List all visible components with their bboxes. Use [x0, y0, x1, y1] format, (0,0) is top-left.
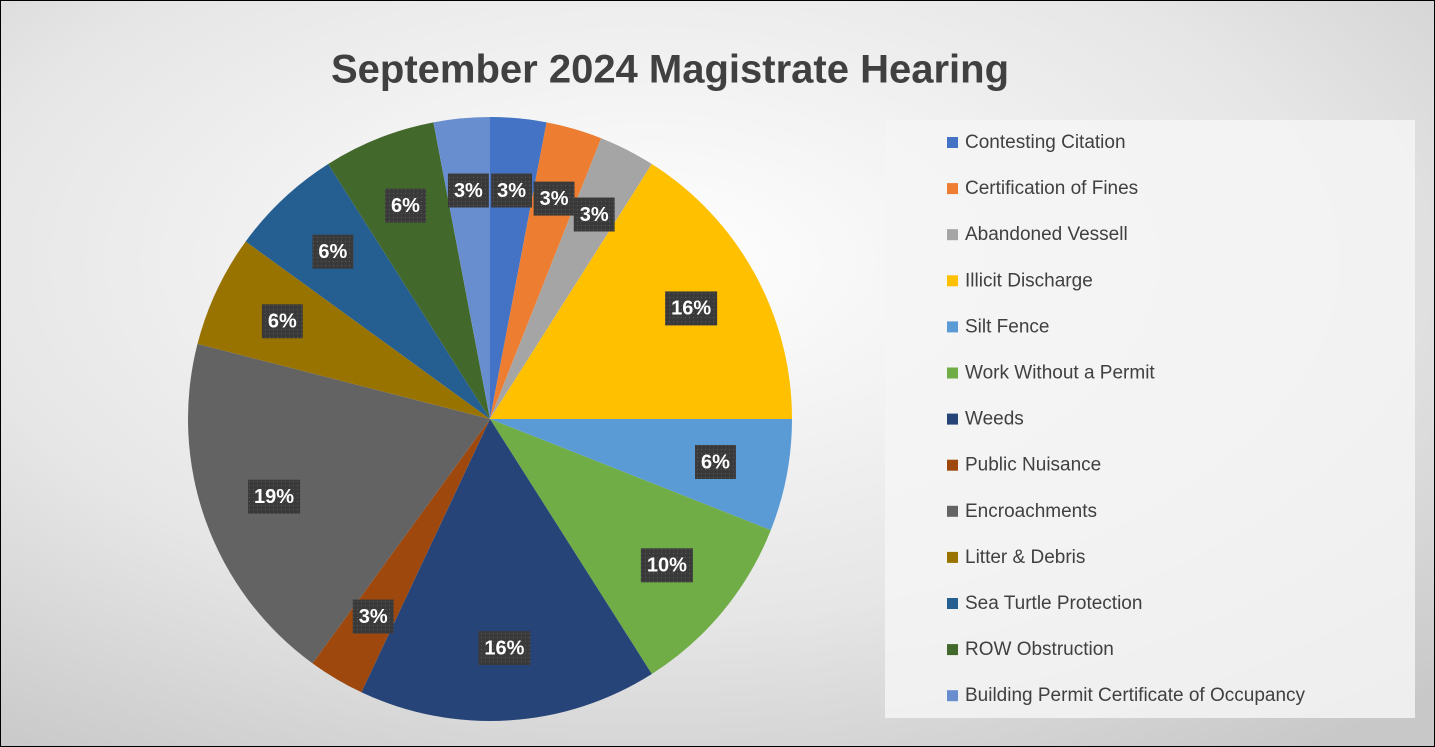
- pie-slice: [328, 122, 490, 420]
- data-label-box: [312, 234, 354, 269]
- data-label: 16%: [671, 298, 711, 320]
- legend-label: ROW Obstruction: [965, 639, 1114, 660]
- pie-slice: [245, 164, 490, 419]
- data-label: 6%: [391, 195, 420, 217]
- chart-title: September 2024 Magistrate Hearing: [331, 48, 1009, 92]
- data-label-box: [447, 173, 489, 208]
- data-label: 3%: [580, 204, 609, 226]
- legend-marker: [947, 275, 958, 287]
- data-label: 6%: [268, 311, 297, 333]
- data-label-box: [533, 181, 575, 216]
- legend-label: Certification of Fines: [965, 178, 1138, 199]
- legend-marker: [947, 644, 958, 656]
- legend-label: Litter & Debris: [965, 547, 1085, 568]
- legend-label: Abandoned Vessell: [965, 224, 1128, 245]
- legend-label: Public Nuisance: [965, 455, 1101, 476]
- data-label-box: [573, 197, 615, 232]
- legend-label: Work Without a Permit: [965, 363, 1155, 384]
- data-label: 3%: [497, 180, 526, 202]
- legend-marker: [947, 367, 958, 379]
- legend-label: Silt Fence: [965, 316, 1049, 337]
- data-label: 3%: [359, 606, 388, 628]
- data-label: 3%: [454, 180, 483, 202]
- data-label-box: [478, 631, 531, 666]
- legend-label: Weeds: [965, 409, 1024, 430]
- legend-marker: [947, 321, 958, 333]
- data-label: 19%: [254, 486, 294, 508]
- data-label: 6%: [701, 451, 730, 473]
- legend-label: Sea Turtle Protection: [965, 593, 1142, 614]
- data-label: 3%: [540, 188, 569, 210]
- data-label-box: [665, 291, 718, 326]
- legend-label: Contesting Citation: [965, 132, 1126, 153]
- data-label: 6%: [318, 241, 347, 263]
- legend-marker: [947, 505, 958, 517]
- pie-slice: [490, 164, 792, 419]
- pie-slice: [490, 419, 771, 674]
- data-label-box: [640, 548, 693, 583]
- legend-label: Illicit Discharge: [965, 270, 1093, 291]
- pie-slice: [188, 343, 490, 664]
- data-label: 10%: [647, 555, 687, 577]
- legend-marker: [947, 137, 958, 148]
- legend-marker: [947, 598, 958, 609]
- data-label-box: [352, 599, 394, 634]
- legend-marker: [947, 551, 958, 563]
- data-label-box: [385, 188, 426, 223]
- legend-marker: [947, 459, 958, 471]
- legend-marker: [947, 229, 958, 241]
- legend-label: Building Permit Certificate of Occupancy: [965, 685, 1306, 706]
- pie-slice: [361, 419, 652, 721]
- data-label-box: [261, 304, 303, 339]
- legend-box: [885, 120, 1415, 718]
- data-label-box: [491, 173, 533, 208]
- legend-marker: [947, 690, 958, 702]
- legend-marker: [947, 183, 958, 195]
- data-label-box: [695, 445, 736, 480]
- legend-marker: [947, 413, 958, 425]
- legend-label: Encroachments: [965, 501, 1097, 522]
- pie-slice: [197, 241, 490, 419]
- data-label: 16%: [484, 637, 524, 659]
- data-label-box: [248, 479, 301, 514]
